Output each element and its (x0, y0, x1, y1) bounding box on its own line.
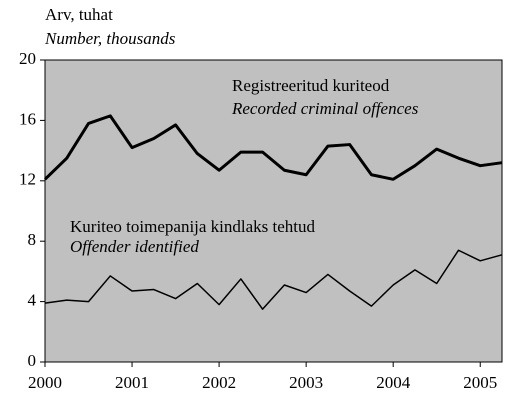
y-tick-label: 16 (19, 109, 36, 128)
series-label: Kuriteo toimepanija kindlaks tehtud (70, 217, 316, 236)
plot-background (44, 59, 503, 363)
y-tick-label: 0 (28, 351, 37, 370)
x-tick-label: 2003 (289, 373, 323, 392)
series-line (44, 249, 503, 310)
x-tick-label: 2002 (202, 373, 236, 392)
y-tick-label: 12 (19, 170, 36, 189)
y-axis-label: Arv, tuhat (45, 5, 113, 24)
y-axis-label-en: Number, thousands (44, 29, 176, 48)
series-line (43, 114, 503, 181)
y-tick-label: 20 (19, 49, 36, 68)
x-tick-label: 2001 (115, 373, 149, 392)
series-label: Registreeritud kuriteod (232, 76, 390, 95)
x-tick-label: 2004 (376, 373, 411, 392)
y-tick-label: 4 (28, 291, 37, 310)
series-label-en: Offender identified (70, 237, 199, 256)
x-tick-label: 2000 (28, 373, 62, 392)
series-label-en: Recorded criminal offences (231, 99, 419, 118)
x-tick-label: 2005 (463, 373, 497, 392)
y-tick-label: 8 (28, 230, 37, 249)
